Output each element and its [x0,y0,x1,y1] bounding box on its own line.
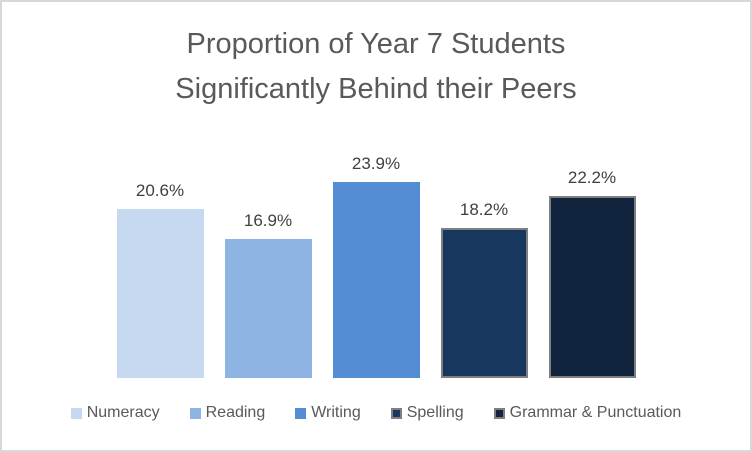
legend-label-writing: Writing [311,404,361,421]
legend-swatch-icon-reading [189,407,201,419]
bar-grammar-punctuation [548,196,636,378]
bar-numeracy [116,209,204,378]
legend-swatch-icon-numeracy [70,407,82,419]
bar-value-label-grammar-punctuation: 22.2% [567,168,617,187]
chart-title-line-1: Proportion of Year 7 Students [186,28,566,60]
chart-title: Proportion of Year 7 Students Significan… [2,22,750,112]
bar-group-numeracy: 20.6% [116,181,204,378]
legend-item-spelling: Spelling [390,404,464,422]
legend-label-grammar-punctuation: Grammar & Punctuation [509,404,682,421]
plot-area: 20.6% 16.9% 23.9% 18.2% 22.2% [2,154,750,378]
legend-swatch-icon-spelling [390,407,402,419]
bar-group-writing: 23.9% [332,154,420,378]
chart-title-line-2: Significantly Behind their Peers [175,73,577,105]
legend-swatch-icon-writing [295,407,307,419]
bar-value-label-writing: 23.9% [351,154,401,173]
legend-item-writing: Writing [295,404,361,422]
bar-value-label-spelling: 18.2% [459,200,509,219]
bar-spelling [440,228,528,378]
chart-legend: Numeracy Reading Writing Spelling Gramma… [2,404,750,422]
bar-reading [224,239,312,378]
legend-label-reading: Reading [205,404,266,421]
legend-item-numeracy: Numeracy [70,404,160,422]
bar-group-grammar-punctuation: 22.2% [548,168,636,378]
legend-item-reading: Reading [189,404,266,422]
legend-label-spelling: Spelling [406,404,464,421]
bar-group-reading: 16.9% [224,211,312,378]
bar-value-label-numeracy: 20.6% [135,181,185,200]
legend-item-grammar-punctuation: Grammar & Punctuation [493,404,682,422]
bar-value-label-reading: 16.9% [243,211,293,230]
bar-group-spelling: 18.2% [440,200,528,378]
legend-swatch-icon-grammar-punctuation [493,407,505,419]
bar-writing [332,182,420,378]
legend-label-numeracy: Numeracy [86,404,160,421]
